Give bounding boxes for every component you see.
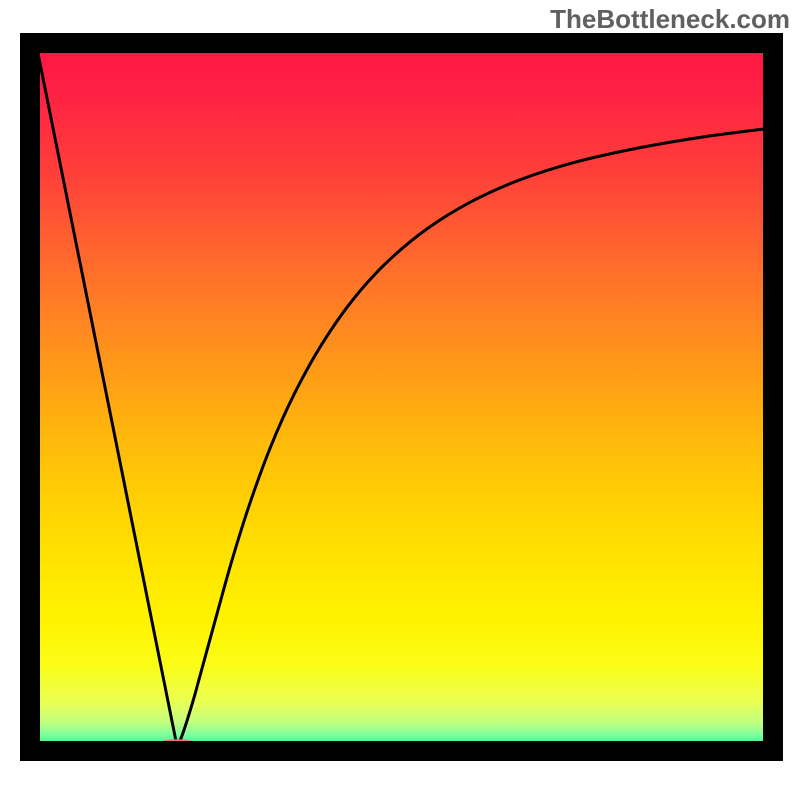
watermark-text: TheBottleneck.com bbox=[550, 4, 790, 35]
chart-container: TheBottleneck.com bbox=[0, 0, 800, 800]
gradient-background bbox=[30, 43, 773, 751]
bottleneck-chart bbox=[0, 0, 800, 800]
